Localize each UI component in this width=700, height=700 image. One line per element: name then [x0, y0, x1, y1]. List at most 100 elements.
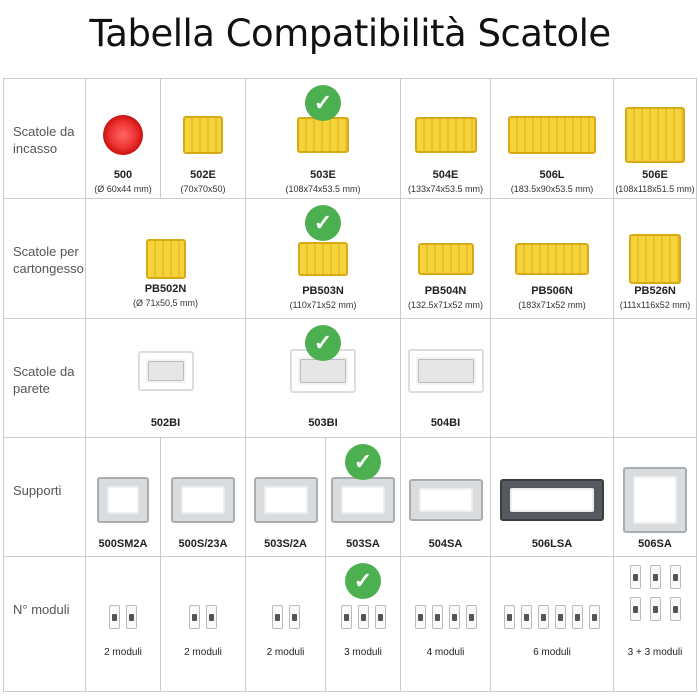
check-icon: ✓ — [345, 563, 381, 599]
module-icon — [629, 565, 641, 589]
item-name: 2 moduli — [104, 647, 142, 658]
row-label: Scatole da incasso — [4, 79, 86, 198]
support-frame-image — [253, 477, 318, 523]
item-name: PB506N — [531, 285, 573, 297]
box-image — [629, 234, 681, 284]
wall-box-image — [137, 351, 194, 391]
box-image — [625, 107, 685, 163]
module-icon — [271, 605, 283, 629]
module-icon — [521, 605, 532, 629]
table-cell: 504SA — [401, 438, 491, 556]
item-dimensions: (183x71x52 mm) — [518, 300, 586, 310]
item-name: 6 moduli — [533, 647, 571, 658]
item-dimensions: (110x71x52 mm) — [289, 300, 357, 310]
item-name: 4 moduli — [426, 647, 465, 658]
table-cell: 503S/2A — [246, 438, 326, 556]
module-icon — [448, 605, 460, 629]
table-row: Scatole da parete 502BI ✓ 503BI 504BI — [4, 319, 696, 438]
item-dimensions: (Ø 60x44 mm) — [94, 184, 152, 194]
item-name: 500 — [113, 169, 133, 181]
item-name: 506E — [642, 169, 668, 181]
table-row: N° moduli 2 moduli 2 moduli 2 moduli ✓ 3 modu… — [4, 557, 696, 691]
item-name: 504BI — [430, 417, 461, 429]
item-dimensions: (183.5x90x53.5 mm) — [510, 184, 594, 194]
item-name: 504SA — [428, 538, 463, 550]
box-image — [515, 243, 589, 275]
item-dimensions: (70x70x50) — [180, 184, 226, 194]
item-name: 502E — [190, 169, 216, 181]
table-cell: 506L (183.5x90x53.5 mm) — [491, 79, 614, 198]
compatibility-table: Scatole da incasso 500 (Ø 60x44 mm) 502E (70… — [3, 78, 697, 692]
item-name: PB503N — [302, 285, 344, 297]
table-cell: PB526N (111x116x52 mm) — [614, 199, 696, 318]
check-icon: ✓ — [345, 444, 381, 480]
check-icon: ✓ — [305, 85, 341, 121]
wall-box-image — [407, 349, 484, 393]
table-cell: PB506N (183x71x52 mm) — [491, 199, 614, 318]
support-frame-image — [408, 479, 483, 521]
check-icon: ✓ — [305, 205, 341, 241]
table-cell: PB502N (Ø 71x50,5 mm) — [86, 199, 246, 318]
item-name: 500S/23A — [178, 538, 228, 550]
item-name: 504E — [432, 169, 459, 181]
support-frame-image — [331, 477, 395, 523]
check-icon: ✓ — [305, 325, 341, 361]
item-dimensions: (111x116x52 mm) — [619, 300, 691, 310]
table-row: Supporti 500SM2A 500S/23A 503S/2A ✓ 503SA 504S… — [4, 438, 696, 557]
table-cell: 3 + 3 moduli — [614, 557, 696, 691]
module-icon — [288, 605, 300, 629]
table-cell: 506E (108x118x51.5 mm) — [614, 79, 696, 198]
row-label: Scatole per cartongesso — [4, 199, 86, 318]
table-cell: 500SM2A — [86, 438, 161, 556]
item-name: 3 + 3 moduli — [627, 647, 683, 658]
table-cell: 506LSA — [491, 438, 614, 556]
item-name: 506SA — [638, 538, 672, 550]
table-cell: ✓ 503E (108x74x53.5 mm) — [246, 79, 401, 198]
item-dimensions: (133x74x53.5 mm) — [407, 184, 484, 194]
item-name: 503SA — [346, 538, 380, 550]
page-title: Tabella Compatibilità Scatole — [89, 12, 611, 55]
box-image — [298, 242, 348, 276]
support-frame-image — [171, 477, 235, 523]
table-cell: 502BI — [86, 319, 246, 437]
module-icon — [669, 597, 681, 621]
row-label: Supporti — [4, 438, 86, 556]
table-cell: ✓ 3 moduli — [326, 557, 401, 691]
module-icon — [189, 605, 200, 629]
box-image — [417, 243, 474, 275]
module-icon — [555, 605, 566, 629]
item-name: PB504N — [424, 285, 467, 297]
module-icon — [649, 565, 661, 589]
table-row: Scatole da incasso 500 (Ø 60x44 mm) 502E (70… — [4, 79, 696, 199]
box-image — [414, 117, 477, 153]
table-cell: 2 moduli — [161, 557, 246, 691]
table-cell: 6 moduli — [491, 557, 614, 691]
module-icon — [126, 605, 137, 629]
item-name: 502BI — [150, 417, 181, 429]
support-frame-image — [500, 479, 604, 521]
module-icon — [649, 597, 661, 621]
item-dimensions: (132.5x71x52 mm) — [407, 300, 484, 310]
module-icon — [504, 605, 515, 629]
table-cell: 502E (70x70x50) — [161, 79, 246, 198]
module-icon — [340, 605, 352, 629]
row-label: Scatole da parete — [4, 319, 86, 437]
box-image — [297, 117, 349, 153]
table-cell: 506SA — [614, 438, 696, 556]
item-name: 506LSA — [531, 538, 573, 550]
table-cell: ✓ 503BI — [246, 319, 401, 437]
item-name: PB502N — [144, 283, 187, 295]
module-icon — [629, 597, 641, 621]
support-frame-image — [623, 467, 687, 533]
table-cell: ✓ PB503N (110x71x52 mm) — [246, 199, 401, 318]
table-row: Scatole per cartongesso PB502N (Ø 71x50,5 … — [4, 199, 696, 319]
box-image — [103, 115, 143, 155]
item-dimensions: (108x74x53.5 mm) — [285, 184, 361, 194]
item-dimensions: (Ø 71x50,5 mm) — [132, 298, 199, 308]
box-image — [508, 116, 596, 154]
module-icon — [538, 605, 549, 629]
table-cell: 504E (133x74x53.5 mm) — [401, 79, 491, 198]
item-name: 3 moduli — [344, 647, 382, 658]
module-icon — [589, 605, 600, 629]
table-cell: 500S/23A — [161, 438, 246, 556]
